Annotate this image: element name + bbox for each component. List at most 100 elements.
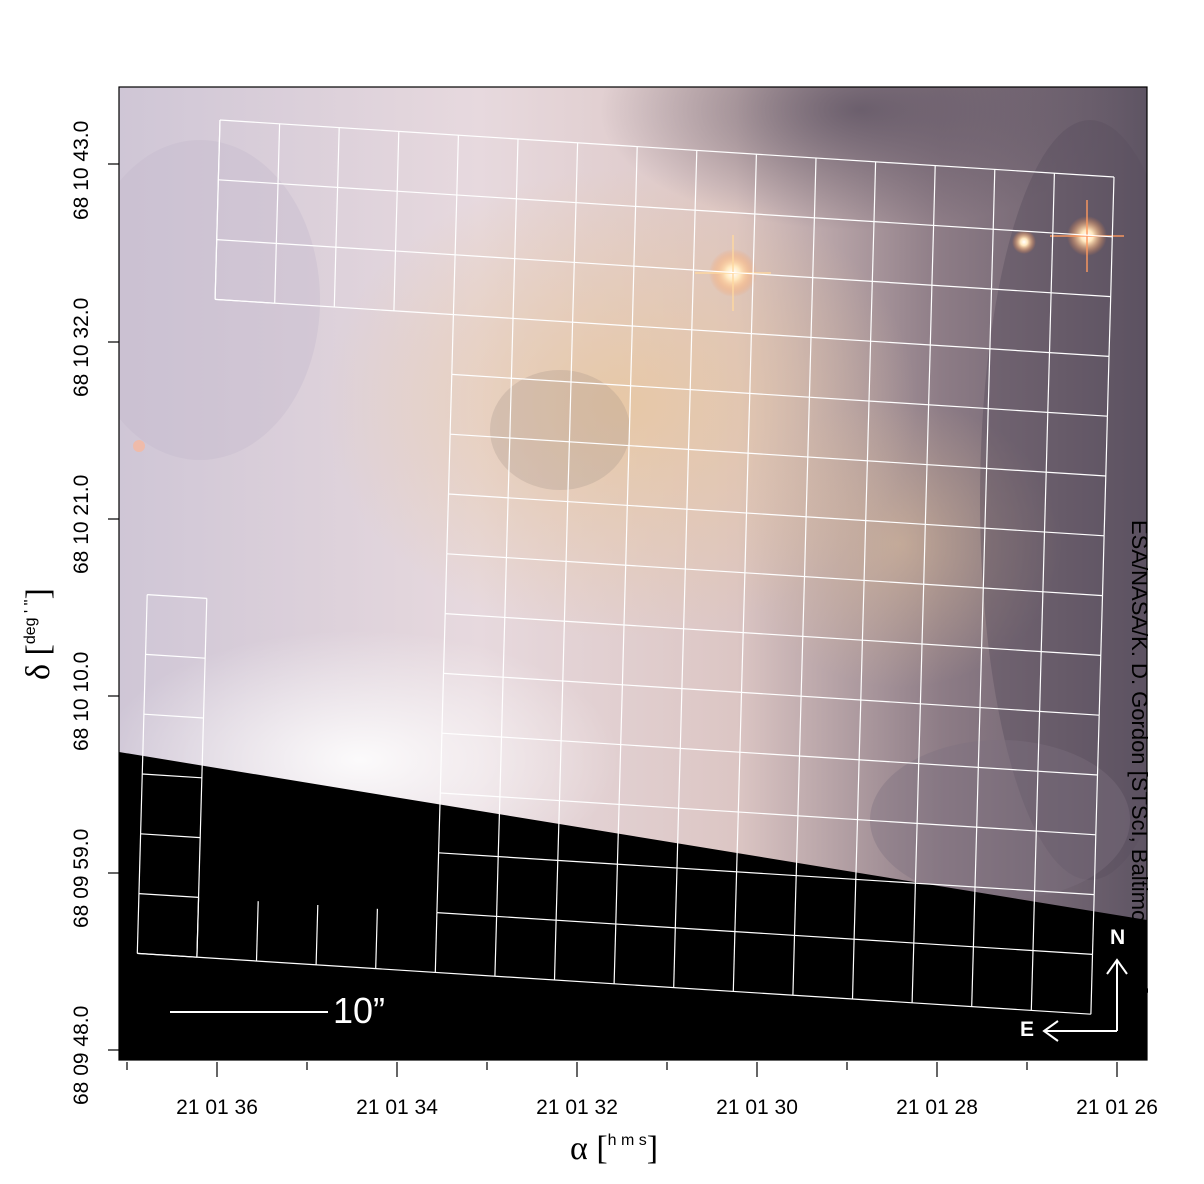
grid-line — [494, 916, 498, 977]
grid-line — [792, 935, 796, 996]
grid-line — [981, 587, 984, 648]
grid-line — [215, 298, 1110, 357]
grid-line — [1030, 950, 1034, 1011]
grid-line — [275, 183, 279, 244]
grid-line — [142, 773, 202, 779]
grid-line — [984, 468, 988, 529]
grid-line — [992, 169, 996, 230]
grid-line — [633, 206, 637, 267]
grid-line — [625, 505, 628, 566]
grid-line — [630, 325, 633, 386]
grid-line — [215, 298, 275, 304]
y-axis-symbol: δ — [20, 663, 57, 680]
grid-line — [916, 763, 920, 824]
y-axis-units: [deg ' ''] — [20, 588, 57, 656]
grid-line — [687, 389, 691, 450]
grid-line — [1105, 416, 1108, 477]
grid-line — [858, 699, 862, 760]
grid-line — [1035, 771, 1039, 832]
grid-line — [919, 643, 923, 704]
grid-line — [1111, 176, 1115, 237]
grid-line — [754, 154, 757, 215]
grid-line — [971, 946, 974, 1007]
grid-line — [507, 437, 511, 498]
grid-line — [274, 243, 277, 304]
grid-line — [568, 381, 572, 442]
grid-line — [441, 732, 1098, 776]
grid-line — [797, 755, 801, 816]
grid-line — [452, 254, 456, 315]
x-axis-label: α [h m s] — [570, 1130, 658, 1168]
grid-line — [558, 740, 562, 801]
grid-line — [335, 187, 339, 248]
grid-line — [860, 640, 863, 701]
grid-line — [509, 378, 512, 439]
grid-line — [931, 225, 935, 286]
grid-line — [436, 852, 440, 913]
grid-line — [976, 767, 979, 828]
grid-line — [989, 288, 993, 349]
grid-line — [740, 632, 744, 693]
y-axis-label: δ [deg ' ''] — [20, 588, 58, 680]
masked-region — [119, 752, 1147, 1060]
grid-line — [145, 653, 206, 659]
grid-line — [218, 179, 1113, 238]
y-tick-label: 68 09 48.0 — [70, 1005, 93, 1105]
grid-line — [393, 250, 397, 311]
grid-line — [439, 733, 443, 794]
grid-line — [438, 792, 441, 853]
grid-line — [732, 931, 736, 992]
grid-line — [623, 565, 627, 626]
plot-frame — [118, 86, 1148, 1061]
grid-line — [1103, 475, 1107, 536]
y-tick-label: 68 10 32.0 — [70, 297, 93, 397]
grid-line — [871, 221, 875, 282]
grid-line — [856, 759, 860, 820]
grid-line — [918, 703, 921, 764]
grid-line — [500, 677, 504, 738]
grid-line — [444, 553, 448, 614]
grid-line — [557, 800, 561, 861]
grid-line — [1106, 356, 1110, 417]
grid-line — [1093, 834, 1097, 895]
grid-line — [136, 594, 148, 954]
grid-line — [573, 202, 577, 263]
grid-line — [1034, 830, 1037, 891]
grid-line — [1042, 531, 1046, 592]
grid-line — [1045, 412, 1049, 473]
grid-line — [807, 397, 810, 458]
grid-line — [979, 647, 983, 708]
x-tick-label: 21 01 30 — [716, 1096, 798, 1119]
grid-line — [752, 213, 756, 274]
grid-line — [621, 624, 625, 685]
grid-line — [446, 493, 450, 554]
grid-line — [504, 557, 507, 618]
grid-line — [913, 883, 916, 944]
grid-line — [749, 333, 752, 394]
grid-line — [446, 553, 1103, 597]
grid-line — [926, 404, 930, 465]
grid-line — [800, 636, 804, 697]
grid-line — [628, 385, 632, 446]
grid-line — [196, 897, 200, 958]
grid-line — [1110, 236, 1113, 297]
grid-line — [436, 912, 1093, 955]
grid-line — [445, 613, 1101, 656]
grid-line — [911, 942, 915, 1003]
grid-line — [441, 673, 445, 734]
grid-line — [454, 194, 458, 255]
x-tick-label: 21 01 28 — [896, 1096, 978, 1119]
grid-line — [434, 912, 438, 973]
y-tick-label: 68 10 43.0 — [70, 120, 93, 220]
grid-line — [1090, 954, 1094, 1015]
grid-line — [1096, 715, 1100, 776]
grid-line — [1100, 595, 1104, 656]
grid-line — [438, 852, 1095, 896]
grid-line — [315, 904, 319, 965]
grid-line — [1047, 352, 1051, 413]
grid-line — [683, 568, 686, 629]
grid-line — [255, 901, 259, 962]
grid-line — [514, 198, 517, 259]
grid-line — [1037, 711, 1041, 772]
